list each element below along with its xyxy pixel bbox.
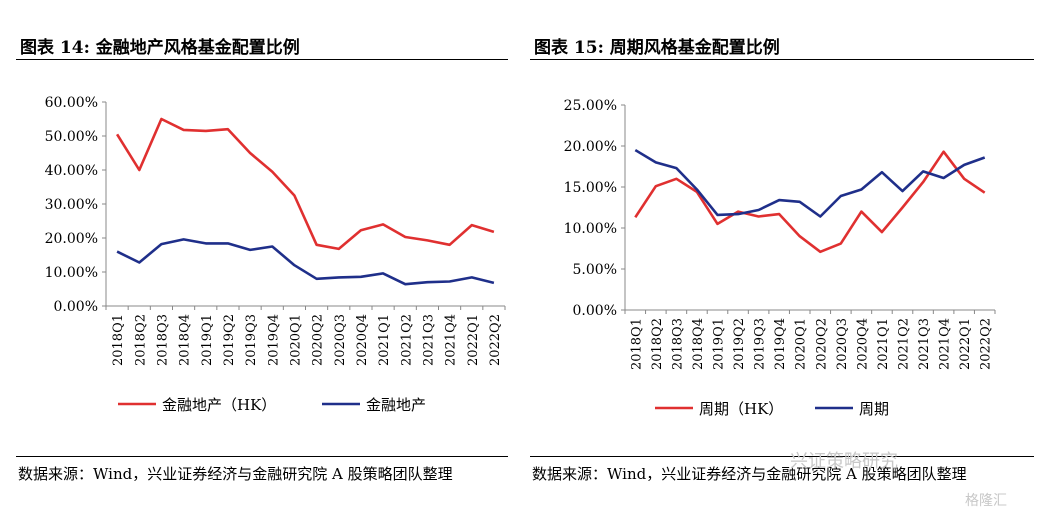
y-tick-label: 30.00% <box>45 197 98 213</box>
series-line <box>634 148 986 218</box>
right-chart-panel: 图表 15: 周期风格基金配置比例 0.00% 5.00% 10.00% 15.00%… <box>522 0 1042 514</box>
x-tick-label: 2019Q4 <box>266 314 281 366</box>
series-line <box>634 150 986 254</box>
line-chart-finance-realestate: 0.00% 10.00% 20.00% 30.00% 40.00% 50.00% 60.00… <box>45 95 506 414</box>
x-tick-label: 2019Q1 <box>200 314 215 366</box>
source-note: 数据来源：Wind，兴业证券经济与金融研究院 A 股策略团队整理 <box>532 465 967 483</box>
y-tick-label: 10.00% <box>45 265 98 281</box>
x-tick-label: 2020Q2 <box>311 314 326 366</box>
watermark-text: 兴证策略研究 <box>790 451 898 472</box>
y-tick-label: 0.00% <box>54 299 98 315</box>
x-tick-label: 2019Q4 <box>773 318 788 370</box>
x-tick-label: 2021Q1 <box>377 314 392 366</box>
x-tick-label: 2021Q3 <box>917 318 932 370</box>
x-tick-label: 2018Q2 <box>133 314 148 366</box>
x-tick-label: 2019Q2 <box>222 314 237 366</box>
x-tick-label: 2020Q4 <box>355 314 370 366</box>
x-tick-label: 2019Q3 <box>244 314 259 366</box>
y-tick-label: 25.00% <box>564 98 617 114</box>
x-tick-label: 2021Q2 <box>897 318 912 370</box>
y-tick-label: 40.00% <box>45 163 98 179</box>
x-tick-label: 2018Q4 <box>178 314 193 366</box>
legend-label: 周期（HK） <box>699 400 783 418</box>
x-tick-label: 2022Q1 <box>958 318 973 370</box>
x-tick-label: 2020Q3 <box>333 314 348 366</box>
x-tick-label: 2021Q4 <box>938 318 953 370</box>
y-tick-label: 0.00% <box>573 303 617 319</box>
x-tick-label: 2020Q2 <box>814 318 829 370</box>
x-tick-label: 2019Q1 <box>712 318 727 370</box>
x-tick-label: 2022Q2 <box>979 318 994 370</box>
watermark-logo-text: 格隆汇 <box>965 493 1007 509</box>
legend-label: 周期 <box>859 400 889 418</box>
x-tick-label: 2022Q2 <box>488 314 503 366</box>
title-rule <box>530 59 1034 60</box>
y-tick-label: 15.00% <box>564 180 617 196</box>
x-tick-label: 2021Q1 <box>876 318 891 370</box>
x-tick-label: 2021Q3 <box>421 314 436 366</box>
legend-label: 金融地产（HK） <box>162 396 276 414</box>
x-tick-label: 2018Q4 <box>691 318 706 370</box>
x-tick-label: 2018Q1 <box>111 314 126 366</box>
x-tick-label: 2020Q3 <box>835 318 850 370</box>
x-tick-label: 2018Q3 <box>155 314 170 366</box>
x-tick-label: 2021Q2 <box>399 314 414 366</box>
x-tick-label: 2019Q2 <box>732 318 747 370</box>
y-tick-label: 5.00% <box>573 262 617 278</box>
x-tick-label: 2018Q1 <box>629 318 644 370</box>
y-tick-label: 20.00% <box>45 231 98 247</box>
x-tick-label: 2022Q1 <box>466 314 481 366</box>
series-line <box>116 238 495 286</box>
title-rule <box>16 59 508 60</box>
y-tick-label: 20.00% <box>564 139 617 155</box>
legend-label: 金融地产 <box>366 396 426 414</box>
y-tick-label: 10.00% <box>564 221 617 237</box>
chart-title: 图表 14: 金融地产风格基金配置比例 <box>20 38 300 58</box>
x-tick-label: 2018Q3 <box>670 318 685 370</box>
x-tick-label: 2020Q4 <box>855 318 870 370</box>
chart-title: 图表 15: 周期风格基金配置比例 <box>534 38 780 58</box>
x-tick-label: 2019Q3 <box>753 318 768 370</box>
x-tick-label: 2020Q1 <box>288 314 303 366</box>
source-note: 数据来源：Wind，兴业证券经济与金融研究院 A 股策略团队整理 <box>18 465 453 483</box>
source-rule <box>16 456 508 457</box>
y-tick-label: 50.00% <box>45 129 98 145</box>
line-chart-cyclical: 0.00% 5.00% 10.00% 15.00% 20.00% 25.00% 2018Q1… <box>564 98 996 418</box>
left-chart-panel: 图表 14: 金融地产风格基金配置比例 0.00% 10.00% 20.00% 30.… <box>0 0 510 514</box>
y-tick-label: 60.00% <box>45 95 98 111</box>
series-line <box>115 117 495 251</box>
x-tick-label: 2020Q1 <box>794 318 809 370</box>
x-tick-label: 2021Q4 <box>444 314 459 366</box>
x-tick-label: 2018Q2 <box>650 318 665 370</box>
source-rule <box>530 456 1034 457</box>
